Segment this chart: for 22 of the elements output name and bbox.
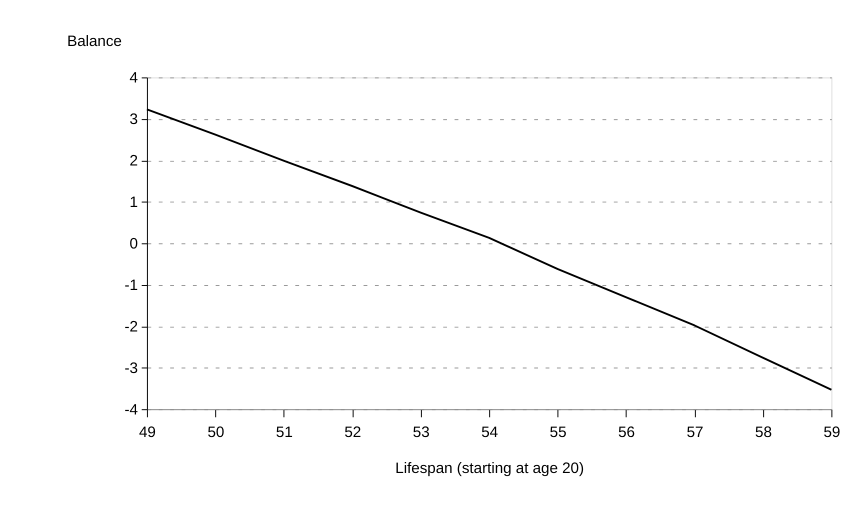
x-tick-label: 55	[550, 424, 567, 442]
y-axis-title: Balance	[67, 33, 122, 50]
y-tick-label: 4	[130, 70, 138, 87]
x-tick-label: 49	[138, 424, 156, 442]
y-tick-label: -4	[124, 401, 138, 418]
x-tick-label: 51	[276, 424, 293, 442]
y-tick-label: 2	[130, 152, 138, 170]
x-tick-label: 53	[412, 424, 430, 442]
y-tick-label: 0	[130, 236, 138, 253]
y-tick-label: 1	[130, 194, 138, 212]
y-tick-label: -3	[124, 360, 138, 377]
x-tick-label: 54	[481, 424, 498, 442]
x-tick-label: 56	[618, 424, 635, 442]
x-tick-label: 52	[344, 424, 362, 442]
y-tick-label: -1	[124, 277, 138, 294]
x-tick-label: 57	[686, 424, 704, 442]
x-tick-label: 50	[207, 424, 224, 442]
x-axis-title: Lifespan (starting at age 20)	[395, 460, 584, 478]
x-tick-label: 58	[755, 424, 772, 442]
y-tick-label: -2	[124, 318, 138, 336]
y-tick-label: 3	[130, 111, 138, 128]
x-tick-label: 59	[823, 424, 840, 442]
